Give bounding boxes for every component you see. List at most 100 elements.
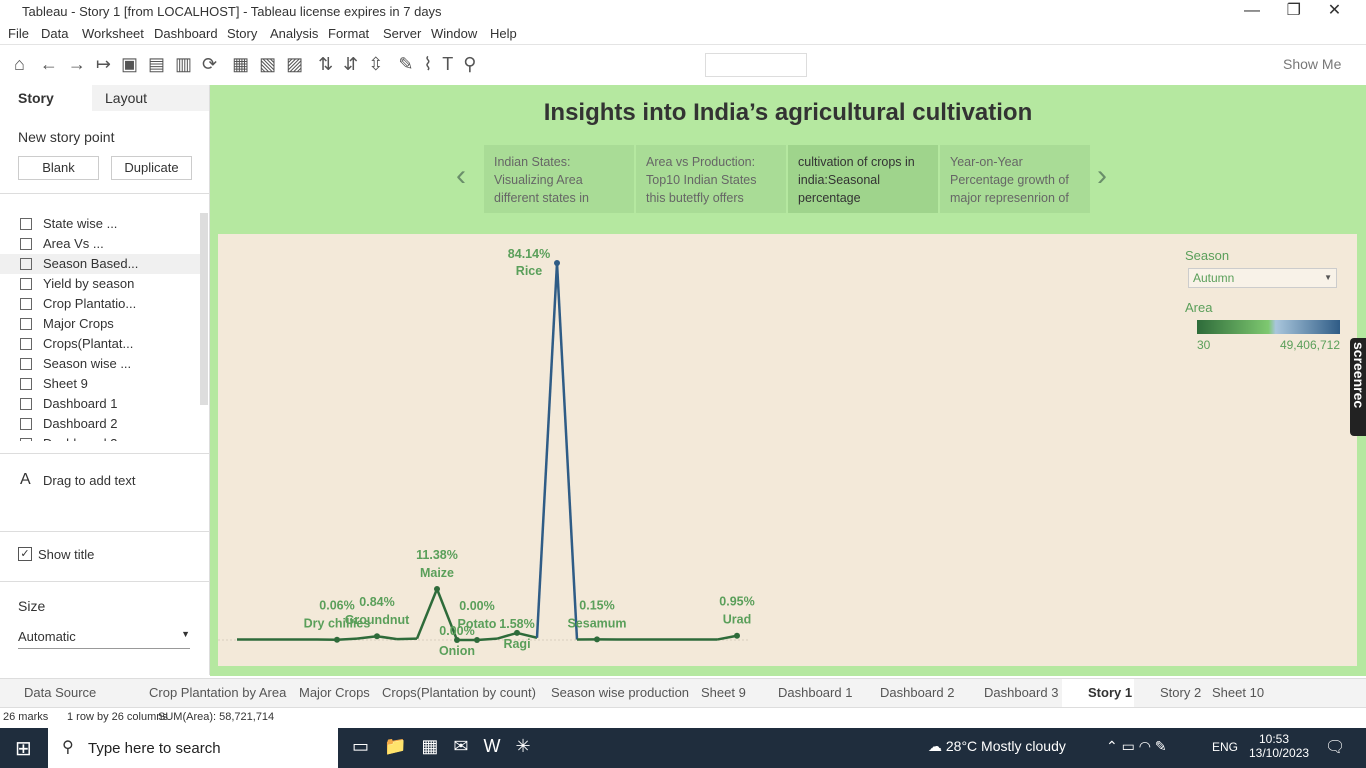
story-point-text: india:Seasonal (798, 173, 881, 187)
menu-item[interactable]: Story (227, 26, 258, 41)
prev-arrow[interactable]: ‹ (456, 159, 466, 192)
blank-button[interactable]: Blank (18, 156, 99, 180)
search-box[interactable] (48, 728, 338, 768)
menu-item[interactable]: Data (41, 26, 69, 41)
layout-tab[interactable]: Layout (105, 90, 148, 106)
next-arrow[interactable]: › (1097, 159, 1107, 192)
duplicate-button[interactable]: Duplicate (111, 156, 192, 180)
sheet-icon (20, 358, 32, 370)
season-filter[interactable]: Autumn ▼ (1188, 268, 1337, 288)
size-label: Size (18, 598, 46, 614)
menu-item[interactable]: Analysis (270, 26, 319, 41)
line-segment (555, 262, 579, 640)
sheet-item[interactable]: Sheet 9 (43, 376, 88, 391)
toolbar-icons[interactable]: ⌂ ← → ↦ ▣ ▤ ▥ ⟳ ▦ ▧ ▨ ⇅ ⇵ ⇳ ✎ ⌇ T ⚲ (14, 54, 477, 74)
point (734, 632, 740, 639)
clock[interactable]: 10:53 13/10/2023 (1249, 732, 1309, 760)
point (374, 633, 380, 640)
sheet-item[interactable]: Season wise ... (43, 356, 132, 371)
story-point-text: this butetfly offers (646, 191, 744, 205)
tray-icons[interactable]: ⌃ ▭ ◠ ✎ (1106, 738, 1167, 754)
sheet-icon (20, 318, 32, 330)
menu-item[interactable]: Window (431, 26, 478, 41)
notifications[interactable]: 🗨 (1325, 739, 1346, 756)
story-point-text: Indian States: (494, 155, 571, 169)
menu-item[interactable]: Server (383, 26, 422, 41)
sheet-icon (20, 438, 32, 441)
season-value: Autumn (1193, 271, 1235, 285)
line-segment (476, 637, 498, 642)
sheet-item[interactable]: Yield by season (43, 276, 135, 291)
sheet-item[interactable]: Area Vs ... (43, 236, 104, 251)
tab[interactable]: Data Source (24, 685, 97, 700)
start-button[interactable]: ⊞ (15, 738, 32, 760)
time: 10:53 (1258, 732, 1290, 746)
tab[interactable]: Dashboard 1 (778, 685, 853, 700)
sheet-icon (20, 218, 32, 230)
menu-item[interactable]: Dashboard (154, 26, 218, 41)
tab[interactable]: Season wise production (551, 685, 690, 700)
status-text: 1 row by 26 columns (67, 711, 168, 723)
menu-item[interactable]: File (8, 26, 29, 41)
dropdown[interactable] (705, 53, 807, 77)
value-label: 0.06% (319, 599, 354, 613)
size-select[interactable]: Automatic ▼ (18, 629, 190, 649)
menu-item[interactable]: Worksheet (82, 26, 144, 41)
story-point[interactable]: cultivation of crops in india:Seasonal per… (788, 145, 938, 213)
drag-text[interactable]: Drag to add text (43, 473, 136, 488)
menu-item[interactable]: Format (328, 26, 370, 41)
sheet-icon (20, 278, 32, 290)
legend-title: Area (1185, 300, 1213, 315)
story-point[interactable]: Area vs Production: Top10 Indian States th… (636, 145, 786, 213)
taskbar-apps[interactable]: ▭ 📁 ▦ ✉ W ✳ (352, 736, 531, 756)
point (434, 586, 440, 593)
sheet-item[interactable]: Dashboard 1 (43, 396, 118, 411)
tab[interactable]: Story 2 (1160, 685, 1202, 700)
value-label: 0.84% (359, 595, 394, 609)
language[interactable]: ENG (1212, 740, 1239, 754)
tab[interactable]: Sheet 9 (701, 685, 746, 700)
section-label: New story point (18, 129, 115, 145)
point (334, 636, 340, 643)
sheet-item[interactable]: Dashboard 3 (43, 436, 117, 441)
legend-min: 30 (1197, 338, 1211, 352)
tab[interactable]: Major Crops (299, 685, 370, 700)
tab[interactable]: Story 1 (1088, 685, 1133, 700)
sheet-icon (20, 298, 32, 310)
line-segment (716, 634, 738, 641)
value-label: 0.95% (719, 595, 754, 609)
color-ramp (1197, 320, 1340, 334)
show-me[interactable]: Show Me (1283, 56, 1342, 72)
sheet-item[interactable]: Dashboard 2 (43, 416, 118, 431)
value-label: 1.58% (499, 617, 534, 631)
sheet-item[interactable]: Major Crops (43, 316, 114, 331)
value-label: 0.00% (439, 624, 474, 638)
value-label: 0.00% (459, 599, 494, 613)
point (594, 636, 600, 643)
story-point[interactable]: Year-on-Year Percentage growth of major re… (940, 145, 1090, 213)
tab[interactable]: Sheet 10 (1212, 685, 1265, 700)
checkbox[interactable]: ✓ (18, 547, 32, 561)
sheet-item[interactable]: Season Based... (43, 256, 139, 271)
tab[interactable]: Dashboard 3 (984, 685, 1059, 700)
dashboard-canvas: 0.06% Dry chillies 0.84% Groundnut 11.38% Mai… (218, 234, 1357, 666)
sheet-item[interactable]: Crops(Plantat... (43, 336, 134, 351)
sheet-item[interactable]: Crop Plantatio... (43, 296, 137, 311)
sheet-item[interactable]: State wise ... (43, 216, 118, 231)
active-tab (1062, 679, 1134, 707)
story-tab[interactable]: Story (18, 90, 54, 106)
value-label: 11.38% (416, 548, 458, 562)
screenrec-badge[interactable]: screenrec (1350, 338, 1366, 436)
story-point[interactable]: Indian States: Visualizing Area different … (484, 145, 634, 213)
menu-item[interactable]: Help (490, 26, 517, 41)
category-label: Ragi (503, 637, 530, 651)
tab[interactable]: Crops(Plantation by count) (382, 685, 536, 700)
weather[interactable]: ☁ 28°C Mostly cloudy (928, 738, 1066, 754)
point (514, 629, 520, 636)
tab[interactable]: Crop Plantation by Area (149, 685, 287, 700)
window-controls[interactable]: — ❐ ✕ (1244, 2, 1342, 19)
tab[interactable]: Dashboard 2 (880, 685, 955, 700)
value-label: 0.15% (579, 598, 614, 612)
story-point-text: percentage (798, 191, 861, 205)
